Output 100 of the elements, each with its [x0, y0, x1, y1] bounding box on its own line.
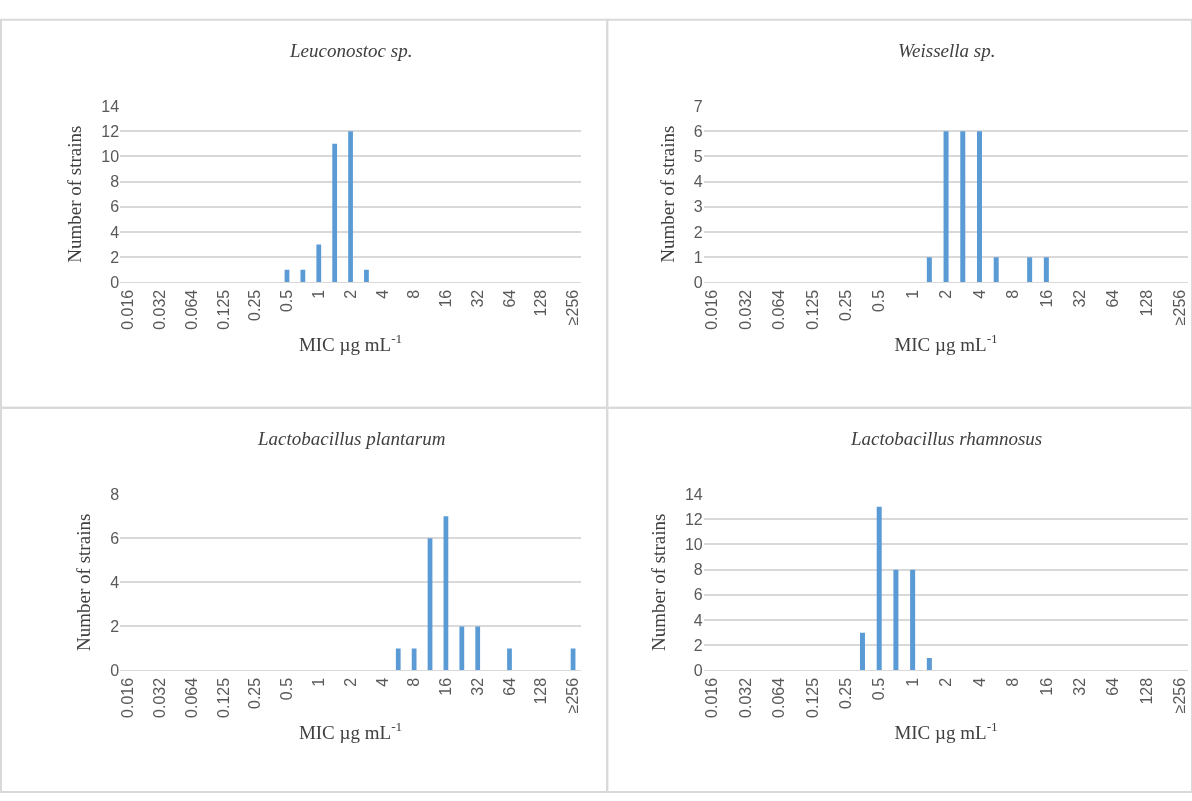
y-tick-label: 4 — [693, 611, 703, 629]
x-tick-label: 64 — [1104, 677, 1122, 696]
x-tick-label: 0.25 — [246, 677, 264, 710]
y-tick-label: 0 — [693, 274, 703, 291]
y-tick-label: 2 — [110, 617, 120, 635]
y-tick-label: 5 — [693, 148, 703, 165]
chart-title: Lactobacillus plantarum — [257, 428, 446, 449]
x-tick-label: ≥256 — [564, 677, 582, 714]
x-tick-label: 64 — [1104, 289, 1122, 308]
y-tick-label: 2 — [693, 636, 703, 654]
x-tick-label: 16 — [437, 289, 455, 308]
x-axis-title: MIC µg mL$^{-1}$ — [298, 330, 403, 355]
y-axis-title: Number of strains — [73, 513, 95, 651]
x-tick-label: 4 — [970, 289, 988, 299]
x-tick-label: 0.064 — [770, 289, 788, 330]
x-tick-label: 128 — [1137, 289, 1155, 317]
x-tick-label: 32 — [1070, 677, 1088, 696]
x-tick-label: 0.064 — [182, 677, 200, 718]
x-tick-label: 0.032 — [151, 677, 169, 718]
x-tick-label: 1 — [309, 677, 327, 687]
y-tick-label: 1 — [693, 248, 703, 266]
x-tick-label: ≥256 — [1171, 677, 1189, 714]
x-tick-label: 4 — [373, 677, 391, 687]
y-tick-label: 0 — [110, 662, 120, 680]
x-tick-label: 64 — [500, 289, 518, 308]
bar — [300, 269, 306, 283]
x-axis-title: MIC µg mL$^{-1}$ — [894, 718, 998, 743]
bar — [859, 632, 865, 671]
x-tick-label: 8 — [405, 677, 423, 687]
x-tick-label: 0.5 — [870, 289, 888, 313]
bar — [395, 648, 401, 671]
x-tick-label: 0.5 — [278, 289, 296, 313]
x-tick-label: 0.25 — [246, 289, 264, 321]
y-tick-label: 7 — [693, 97, 703, 115]
x-tick-label: 0.25 — [836, 289, 854, 321]
y-tick-label: 2 — [110, 248, 120, 266]
y-tick-label: 10 — [101, 148, 120, 165]
x-tick-label: 128 — [1137, 677, 1155, 705]
y-tick-label: 8 — [110, 173, 120, 191]
y-tick-label: 10 — [684, 536, 703, 554]
y-tick-label: 8 — [110, 485, 120, 503]
x-tick-label: 8 — [1004, 677, 1022, 687]
x-tick-label: 0.032 — [736, 677, 754, 718]
x-tick-label: 2 — [937, 289, 955, 299]
x-tick-label: 2 — [341, 289, 359, 299]
chart-title: Leuconostoc sp. — [289, 40, 413, 61]
bar — [507, 648, 512, 671]
x-tick-label: 0.016 — [119, 677, 137, 718]
bar — [332, 143, 338, 283]
x-tick-label: 4 — [373, 289, 391, 299]
bar — [475, 626, 481, 671]
y-tick-label: 3 — [693, 198, 703, 216]
bar — [348, 131, 353, 283]
y-tick-label: 0 — [110, 274, 120, 291]
x-tick-label: 128 — [532, 677, 550, 705]
y-tick-label: 14 — [101, 97, 120, 115]
chart-title: Weissella sp. — [898, 40, 996, 61]
y-tick-label: 12 — [101, 122, 120, 140]
x-tick-label: 1 — [903, 289, 921, 299]
x-tick-label: 1 — [309, 289, 327, 299]
y-tick-label: 6 — [110, 198, 120, 216]
x-tick-label: 128 — [532, 289, 550, 317]
y-tick-label: 6 — [110, 529, 120, 547]
x-tick-label: 0.064 — [182, 289, 200, 330]
x-tick-label: 16 — [1037, 677, 1055, 696]
y-tick-label: 0 — [693, 662, 703, 680]
y-tick-label: 6 — [693, 122, 703, 140]
bar — [926, 657, 932, 671]
bar — [459, 626, 465, 671]
x-axis-title: MIC µg mL$^{-1}$ — [894, 330, 998, 355]
y-axis-title: Number of strains — [64, 125, 86, 263]
x-tick-label: 0.125 — [803, 289, 821, 330]
x-tick-label: 32 — [468, 289, 486, 308]
bar — [411, 648, 417, 671]
x-tick-label: 16 — [437, 677, 455, 696]
x-tick-label: 16 — [1037, 289, 1055, 308]
y-tick-label: 4 — [693, 173, 703, 191]
y-tick-label: 14 — [684, 485, 703, 503]
x-tick-label: 0.064 — [770, 677, 788, 718]
y-tick-label: 12 — [684, 510, 703, 528]
x-tick-label: 0.125 — [214, 289, 232, 330]
x-tick-label: 2 — [341, 677, 359, 687]
bar — [876, 506, 882, 671]
x-tick-label: 8 — [1004, 289, 1022, 299]
y-tick-label: 4 — [110, 223, 120, 241]
x-tick-label: 1 — [903, 677, 921, 687]
bar — [893, 569, 899, 671]
x-tick-label: 0.25 — [836, 677, 854, 710]
x-tick-label: 0.032 — [151, 289, 169, 330]
x-tick-label: 0.125 — [214, 677, 232, 718]
x-tick-label: 0.125 — [803, 677, 821, 718]
y-tick-label: 4 — [110, 573, 120, 591]
x-tick-label: 32 — [1070, 289, 1088, 308]
x-tick-label: ≥256 — [564, 289, 582, 326]
y-tick-label: 8 — [693, 561, 703, 579]
x-axis-title: MIC µg mL$^{-1}$ — [298, 718, 403, 743]
bar — [910, 569, 916, 671]
chart-title: Lactobacillus rhamnosus — [850, 428, 1043, 449]
bar — [364, 269, 369, 283]
x-tick-label: 2 — [937, 677, 955, 687]
